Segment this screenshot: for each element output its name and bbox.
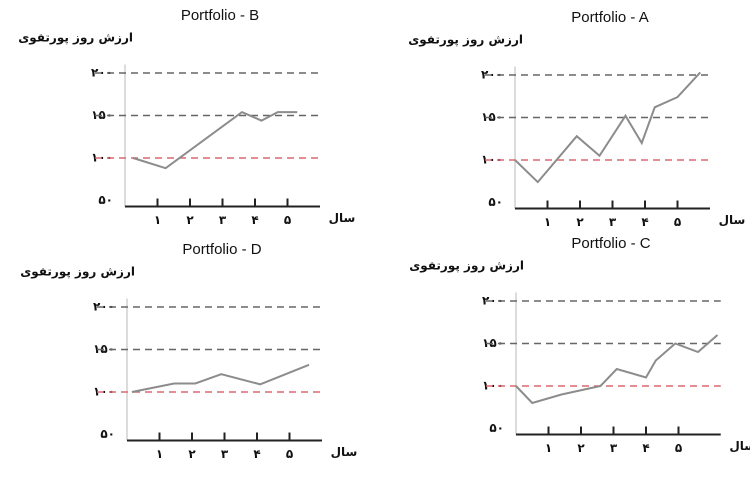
x-tick-label: ۳ xyxy=(219,213,227,227)
x-tick-label: ۱ xyxy=(545,441,552,455)
chart-title: Portfolio - D xyxy=(182,241,261,258)
y-tick-label: ۱۵۰ xyxy=(482,336,504,350)
y-axis-label: ارزش روز پورتفوی xyxy=(20,265,135,280)
x-axis-label: سال xyxy=(329,211,356,225)
series-line xyxy=(131,363,310,393)
chart-title: Portfolio - A xyxy=(571,9,649,26)
x-tick-label: ۵ xyxy=(284,213,291,227)
y-tick-label: ۲۰۰ xyxy=(91,66,113,80)
x-tick-label: ۳ xyxy=(609,215,617,229)
x-tick-label: ۵ xyxy=(674,215,681,229)
x-tick-label: ۲ xyxy=(577,441,585,455)
x-tick-label: ۲ xyxy=(186,213,194,227)
y-axis-label: ارزش روز پورتفوی xyxy=(409,259,524,274)
y-tick-label: ۲۰۰ xyxy=(482,294,504,308)
y-tick-label: ۱۵۰ xyxy=(91,108,113,122)
y-axis-label: ارزش روز پورتفوی xyxy=(408,33,523,48)
y-axis-label: ارزش روز پورتفوی xyxy=(18,31,133,46)
x-tick-label: ۱ xyxy=(156,447,163,461)
y-tick-label: ۱۵۰ xyxy=(93,342,115,356)
x-tick-label: ۴ xyxy=(642,441,649,455)
x-tick-label: ۳ xyxy=(221,447,229,461)
x-tick-label: ۴ xyxy=(253,447,260,461)
x-tick-label: ۱ xyxy=(154,213,161,227)
chart-title: Portfolio - C xyxy=(571,235,650,252)
x-tick-label: ۳ xyxy=(610,441,618,455)
x-tick-label: ۵ xyxy=(286,447,293,461)
x-tick-label: ۵ xyxy=(675,441,682,455)
y-tick-label: ۲۰۰ xyxy=(481,68,503,82)
y-tick-label: ۱۰۰ xyxy=(481,153,503,167)
x-axis-label: سال xyxy=(729,439,750,453)
x-tick-label: ۲ xyxy=(576,215,584,229)
x-tick-label: ۴ xyxy=(641,215,648,229)
y-tick-label: ۱۰۰ xyxy=(93,385,115,399)
y-tick-label: ۱۰۰ xyxy=(482,379,504,393)
y-tick-label: ۵۰ xyxy=(488,195,503,209)
x-tick-label: ۱ xyxy=(544,215,551,229)
series-line xyxy=(515,334,719,405)
series-line xyxy=(514,71,701,184)
y-tick-label: ۱۰۰ xyxy=(91,151,113,165)
chart-title: Portfolio - B xyxy=(181,7,259,24)
series-line xyxy=(132,110,298,170)
y-tick-label: ۲۰۰ xyxy=(93,300,115,314)
y-tick-label: ۵۰ xyxy=(98,193,113,207)
x-tick-label: ۴ xyxy=(251,213,258,227)
x-axis-label: سال xyxy=(331,445,358,459)
y-tick-label: ۱۵۰ xyxy=(481,110,503,124)
y-tick-label: ۵۰ xyxy=(100,427,115,441)
y-tick-label: ۵۰ xyxy=(489,421,504,435)
x-tick-label: ۲ xyxy=(188,447,196,461)
x-axis-label: سال xyxy=(719,213,746,227)
